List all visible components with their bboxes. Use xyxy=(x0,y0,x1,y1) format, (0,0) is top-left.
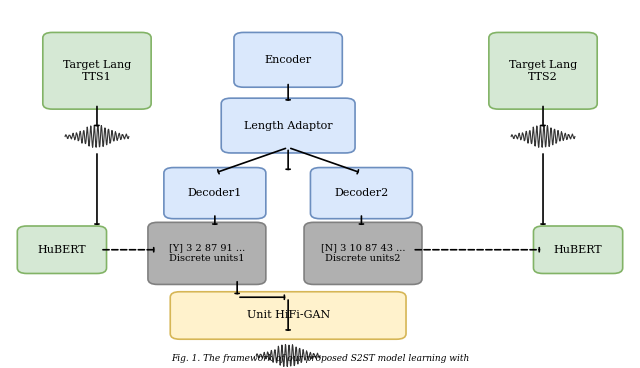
FancyBboxPatch shape xyxy=(234,32,342,87)
Text: Encoder: Encoder xyxy=(264,55,312,65)
Text: Target Lang
TTS2: Target Lang TTS2 xyxy=(509,60,577,82)
FancyBboxPatch shape xyxy=(310,167,412,219)
FancyBboxPatch shape xyxy=(489,32,597,109)
FancyBboxPatch shape xyxy=(534,226,623,273)
FancyBboxPatch shape xyxy=(43,32,151,109)
Text: [Y] 3 2 87 91 ...
Discrete units1: [Y] 3 2 87 91 ... Discrete units1 xyxy=(169,243,245,263)
Text: Length Adaptor: Length Adaptor xyxy=(244,121,332,131)
FancyBboxPatch shape xyxy=(304,222,422,284)
FancyBboxPatch shape xyxy=(17,226,106,273)
Text: HuBERT: HuBERT xyxy=(38,245,86,255)
Text: Target Lang
TTS1: Target Lang TTS1 xyxy=(63,60,131,82)
Text: Fig. 1. The framework of our proposed S2ST model learning with: Fig. 1. The framework of our proposed S2… xyxy=(171,354,469,363)
FancyBboxPatch shape xyxy=(170,292,406,339)
Text: [N] 3 10 87 43 ...
Discrete units2: [N] 3 10 87 43 ... Discrete units2 xyxy=(321,243,405,263)
FancyBboxPatch shape xyxy=(164,167,266,219)
FancyBboxPatch shape xyxy=(221,98,355,153)
FancyBboxPatch shape xyxy=(148,222,266,284)
Text: HuBERT: HuBERT xyxy=(554,245,602,255)
Text: Decoder1: Decoder1 xyxy=(188,188,242,198)
Text: Decoder2: Decoder2 xyxy=(334,188,388,198)
Text: Unit HiFi-GAN: Unit HiFi-GAN xyxy=(246,311,330,321)
